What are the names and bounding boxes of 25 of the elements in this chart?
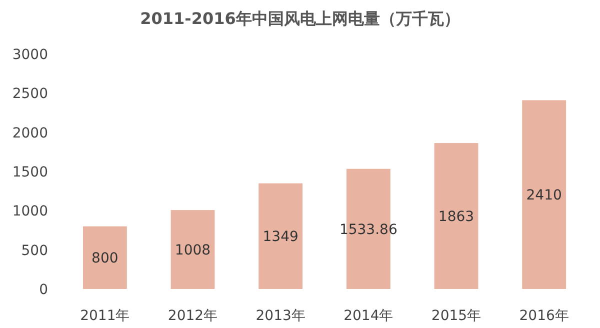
- data-label: 800: [92, 250, 118, 267]
- y-tick-label: 1000: [12, 204, 48, 220]
- y-tick-label: 2000: [12, 125, 48, 142]
- bar: [258, 183, 303, 289]
- x-tick-label: 2012年: [168, 308, 218, 324]
- y-tick-label: 3000: [12, 47, 48, 63]
- x-tick-label: 2014年: [344, 308, 394, 324]
- data-label: 1008: [174, 242, 211, 259]
- data-label: 1863: [438, 209, 474, 226]
- x-tick-label: 2015年: [431, 308, 482, 324]
- chart-title: 2011-2016年中国风电上网电量（万千瓦）: [140, 9, 460, 28]
- x-tick-label: 2016年: [519, 308, 569, 324]
- data-label: 1349: [262, 229, 298, 246]
- y-tick-label: 0: [39, 282, 48, 298]
- bar: [434, 143, 478, 289]
- bar: [170, 210, 215, 289]
- data-label: 1533.86: [339, 222, 398, 238]
- bar: [522, 100, 566, 289]
- y-tick-label: 500: [21, 242, 48, 259]
- bar: [82, 226, 127, 289]
- y-tick-label: 2500: [12, 86, 48, 102]
- x-tick-label: 2013年: [256, 308, 306, 324]
- x-tick-label: 2011年: [80, 308, 130, 324]
- data-label: 2410: [526, 188, 562, 204]
- y-tick-label: 1500: [12, 164, 48, 180]
